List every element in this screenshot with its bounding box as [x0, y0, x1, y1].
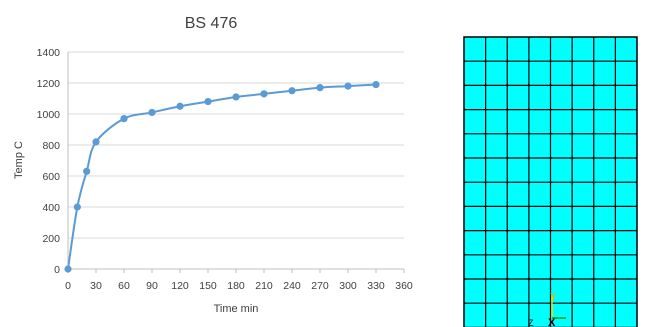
x-tick-label: 240 [283, 280, 301, 292]
data-point [204, 98, 212, 106]
data-point [316, 84, 324, 92]
fe-mesh-view: Y X Z [463, 36, 638, 327]
y-tick-label: 1200 [37, 78, 61, 90]
data-point [232, 93, 240, 101]
data-point [64, 265, 72, 273]
y-axis-label: Temp C [13, 141, 25, 179]
x-tick-label: 90 [146, 280, 158, 292]
series-line [67, 83, 377, 270]
mesh-grid-lines [464, 37, 637, 327]
data-point [83, 167, 91, 175]
x-tick-labels: 0 30 60 90 120 150 180 210 240 270 300 330 360 [65, 280, 413, 292]
data-point [260, 90, 268, 98]
y-tick-labels: 0 200 400 600 800 1000 1200 1400 [37, 47, 61, 276]
x-tick-label: 120 [171, 280, 189, 292]
x-tick-label: 210 [255, 280, 273, 292]
triad-y-label: Y [550, 292, 557, 303]
x-tick-label: 180 [227, 280, 245, 292]
data-point [73, 203, 81, 211]
y-tick-label: 400 [42, 202, 60, 214]
x-tick-label: 360 [395, 280, 413, 292]
y-tick-label: 600 [42, 171, 60, 183]
x-tick-label: 300 [339, 280, 357, 292]
x-tick-label: 30 [90, 280, 102, 292]
x-tick-label: 60 [118, 280, 130, 292]
y-tick-label: 200 [42, 233, 60, 245]
data-point [120, 115, 128, 123]
data-point [372, 80, 380, 89]
chart-axes [67, 52, 405, 273]
y-tick-label: 1000 [37, 109, 61, 121]
x-axis-label: Time min [214, 303, 259, 315]
x-tick-label: 150 [199, 280, 217, 292]
y-tick-label: 1400 [37, 47, 61, 59]
x-tick-label: 270 [311, 280, 329, 292]
coordinate-triad: Y X Z [528, 292, 566, 327]
data-point [344, 82, 352, 90]
y-tick-label: 0 [54, 264, 60, 276]
data-point [148, 108, 156, 117]
x-tick-label: 330 [367, 280, 385, 292]
triad-z-label: Z [528, 318, 534, 327]
chart-series [64, 80, 380, 273]
triad-x-label: X [548, 317, 556, 327]
x-tick-label: 0 [65, 280, 71, 292]
data-point [92, 138, 100, 146]
y-tick-label: 800 [42, 140, 60, 152]
data-point [176, 102, 184, 110]
data-point [288, 87, 296, 95]
chart-title: BS 476 [185, 15, 238, 32]
chart-gridlines [68, 51, 404, 239]
line-chart: BS 476 0 200 400 600 800 1000 1200 1400 0 30 60 90… [13, 15, 413, 315]
